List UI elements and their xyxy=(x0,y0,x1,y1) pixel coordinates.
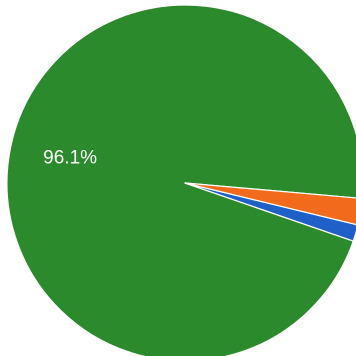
pie-slice-0 xyxy=(6,4,356,356)
pie-slice-label-0: 96.1% xyxy=(43,148,97,169)
pie-slice-2 xyxy=(184,182,356,226)
